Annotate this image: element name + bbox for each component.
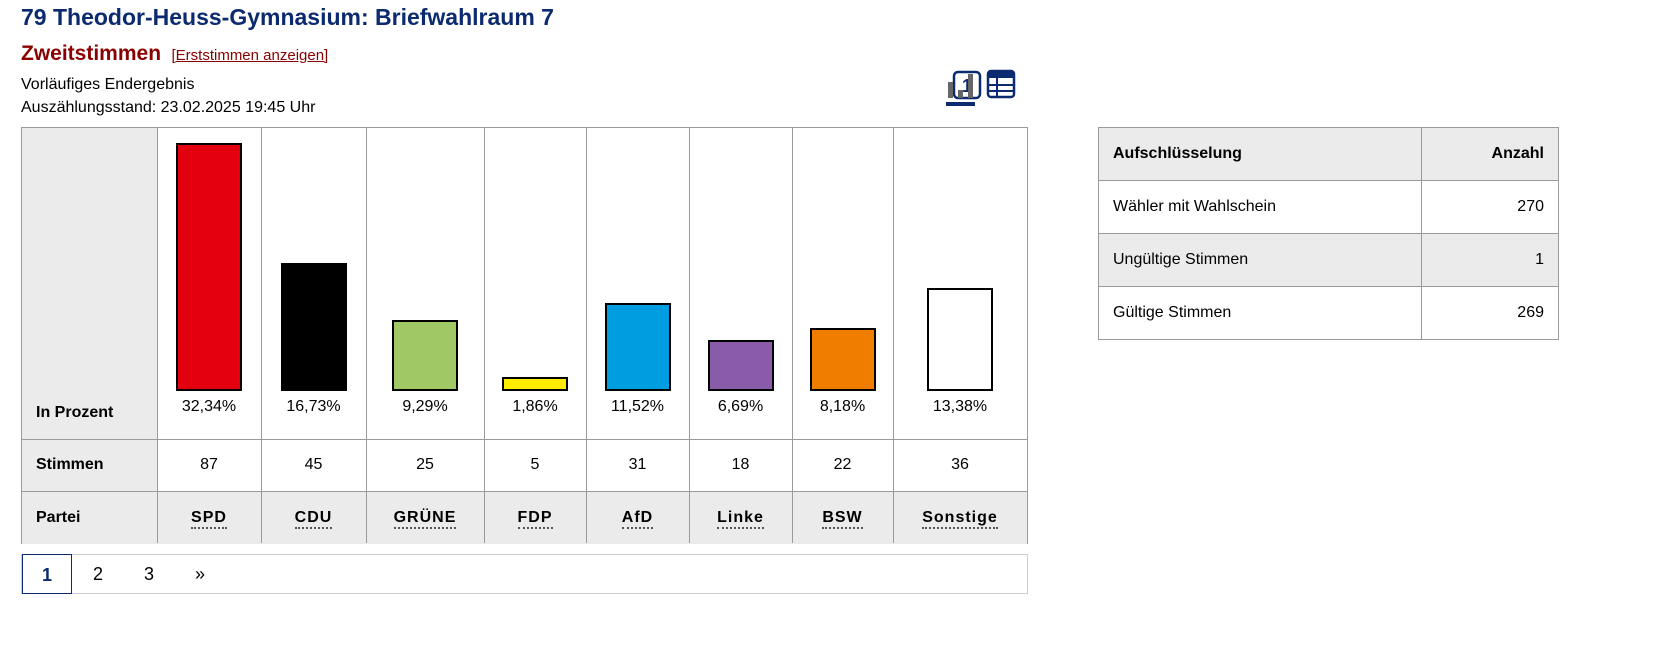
- row-divider: [22, 491, 1027, 492]
- party-label-grne: GRÜNE: [366, 509, 484, 529]
- bar-grne: [392, 319, 458, 391]
- row-divider: [22, 439, 1027, 440]
- bar-linke: [707, 339, 774, 391]
- party-label-linke: Linke: [689, 509, 792, 529]
- column-divider: [792, 128, 793, 543]
- row-label-percent: In Prozent: [36, 404, 114, 421]
- bar-sonstige: [927, 288, 993, 391]
- subtitle-row: Zweitstimmen [Erststimmen anzeigen]: [21, 42, 328, 72]
- page-1-button[interactable]: 1: [22, 554, 72, 594]
- party-label-cdu: CDU: [261, 509, 366, 529]
- breakdown-label: Gültige Stimmen: [1098, 286, 1422, 340]
- page-title: 79 Theodor-Heuss-Gymnasium: Briefwahlrau…: [21, 4, 554, 30]
- bar-fdp: [502, 376, 568, 391]
- breakdown-header-row: Aufschlüsselung Anzahl: [1098, 127, 1559, 181]
- row-label-party: Partei: [36, 509, 81, 526]
- page-3-button[interactable]: 3: [143, 564, 154, 584]
- percent-label: 32,34%: [181, 398, 237, 415]
- number-one-icon[interactable]: 1: [952, 70, 982, 100]
- table-icon[interactable]: [986, 69, 1016, 99]
- breakdown-header-label: Aufschlüsselung: [1098, 127, 1422, 181]
- bar-cdu: [280, 262, 347, 391]
- page-2-button[interactable]: 2: [92, 564, 103, 584]
- column-divider: [893, 128, 894, 543]
- percent-label: 13,38%: [932, 398, 988, 415]
- party-link-fdp[interactable]: FDP: [517, 509, 553, 529]
- table-row: Ungültige Stimmen 1: [1098, 233, 1559, 287]
- column-divider: [586, 128, 587, 543]
- votes-label: 45: [304, 456, 323, 473]
- breakdown-table: Aufschlüsselung Anzahl Wähler mit Wahlsc…: [1098, 127, 1559, 340]
- party-label-afd: AfD: [586, 509, 689, 529]
- bar-bsw: [809, 328, 876, 391]
- party-link-sonstige[interactable]: Sonstige: [922, 509, 998, 529]
- row-label-votes: Stimmen: [36, 456, 104, 473]
- breakdown-label: Wähler mit Wahlschein: [1098, 180, 1422, 234]
- column-divider: [157, 128, 158, 543]
- breakdown-label: Ungültige Stimmen: [1098, 233, 1422, 287]
- breakdown-header-count: Anzahl: [1421, 127, 1559, 181]
- column-divider: [689, 128, 690, 543]
- percent-label: 16,73%: [286, 398, 341, 415]
- percent-label: 9,29%: [402, 398, 448, 415]
- breakdown-value: 269: [1421, 286, 1559, 340]
- party-label-fdp: FDP: [484, 509, 586, 529]
- percent-label: 11,52%: [610, 398, 665, 415]
- column-divider: [484, 128, 485, 543]
- show-first-votes-link[interactable]: [Erststimmen anzeigen]: [171, 47, 329, 64]
- results-chart-table: In Prozent Stimmen Partei 32,34% 87 SPD 16,…: [21, 127, 1028, 544]
- column-divider: [366, 128, 367, 543]
- votes-label: 87: [200, 456, 218, 473]
- party-label-bsw: BSW: [792, 509, 893, 529]
- count-timestamp: Auszählungsstand: 23.02.2025 19:45 Uhr: [21, 99, 316, 116]
- party-row-background: [22, 492, 1027, 544]
- result-status: Vorläufiges Endergebnis: [21, 76, 195, 93]
- bar-spd: [176, 143, 242, 391]
- breakdown-value: 1: [1421, 233, 1559, 287]
- party-link-bsw[interactable]: BSW: [822, 509, 863, 529]
- party-label-spd: SPD: [157, 509, 261, 529]
- percent-label: 1,86%: [512, 398, 558, 415]
- votes-label: 5: [530, 456, 540, 473]
- column-divider: [261, 128, 262, 543]
- bar-chart-icon[interactable]: [946, 68, 986, 108]
- party-link-afd[interactable]: AfD: [621, 509, 654, 529]
- pagination: 1 2 3 »: [21, 554, 1028, 594]
- votes-label: 25: [416, 456, 434, 473]
- votes-label: 31: [628, 456, 647, 473]
- votes-label: 18: [731, 456, 750, 473]
- table-row: Wähler mit Wahlschein 270: [1098, 180, 1559, 234]
- svg-text:1: 1: [962, 76, 972, 96]
- party-link-linke[interactable]: Linke: [717, 509, 764, 529]
- percent-label: 8,18%: [819, 398, 866, 415]
- votes-label: 36: [951, 456, 969, 473]
- vote-type-title: Zweitstimmen: [21, 42, 162, 65]
- party-link-cdu[interactable]: CDU: [294, 509, 333, 529]
- label-column: [22, 128, 157, 543]
- party-link-spd[interactable]: SPD: [191, 509, 227, 529]
- votes-label: 22: [833, 456, 852, 473]
- party-label-sonstige: Sonstige: [893, 509, 1027, 529]
- next-page-button[interactable]: »: [194, 564, 205, 584]
- bar-afd: [604, 302, 671, 391]
- party-link-grne[interactable]: GRÜNE: [393, 509, 457, 529]
- table-row: Gültige Stimmen 269: [1098, 286, 1559, 340]
- breakdown-value: 270: [1421, 180, 1559, 234]
- percent-label: 6,69%: [717, 398, 764, 415]
